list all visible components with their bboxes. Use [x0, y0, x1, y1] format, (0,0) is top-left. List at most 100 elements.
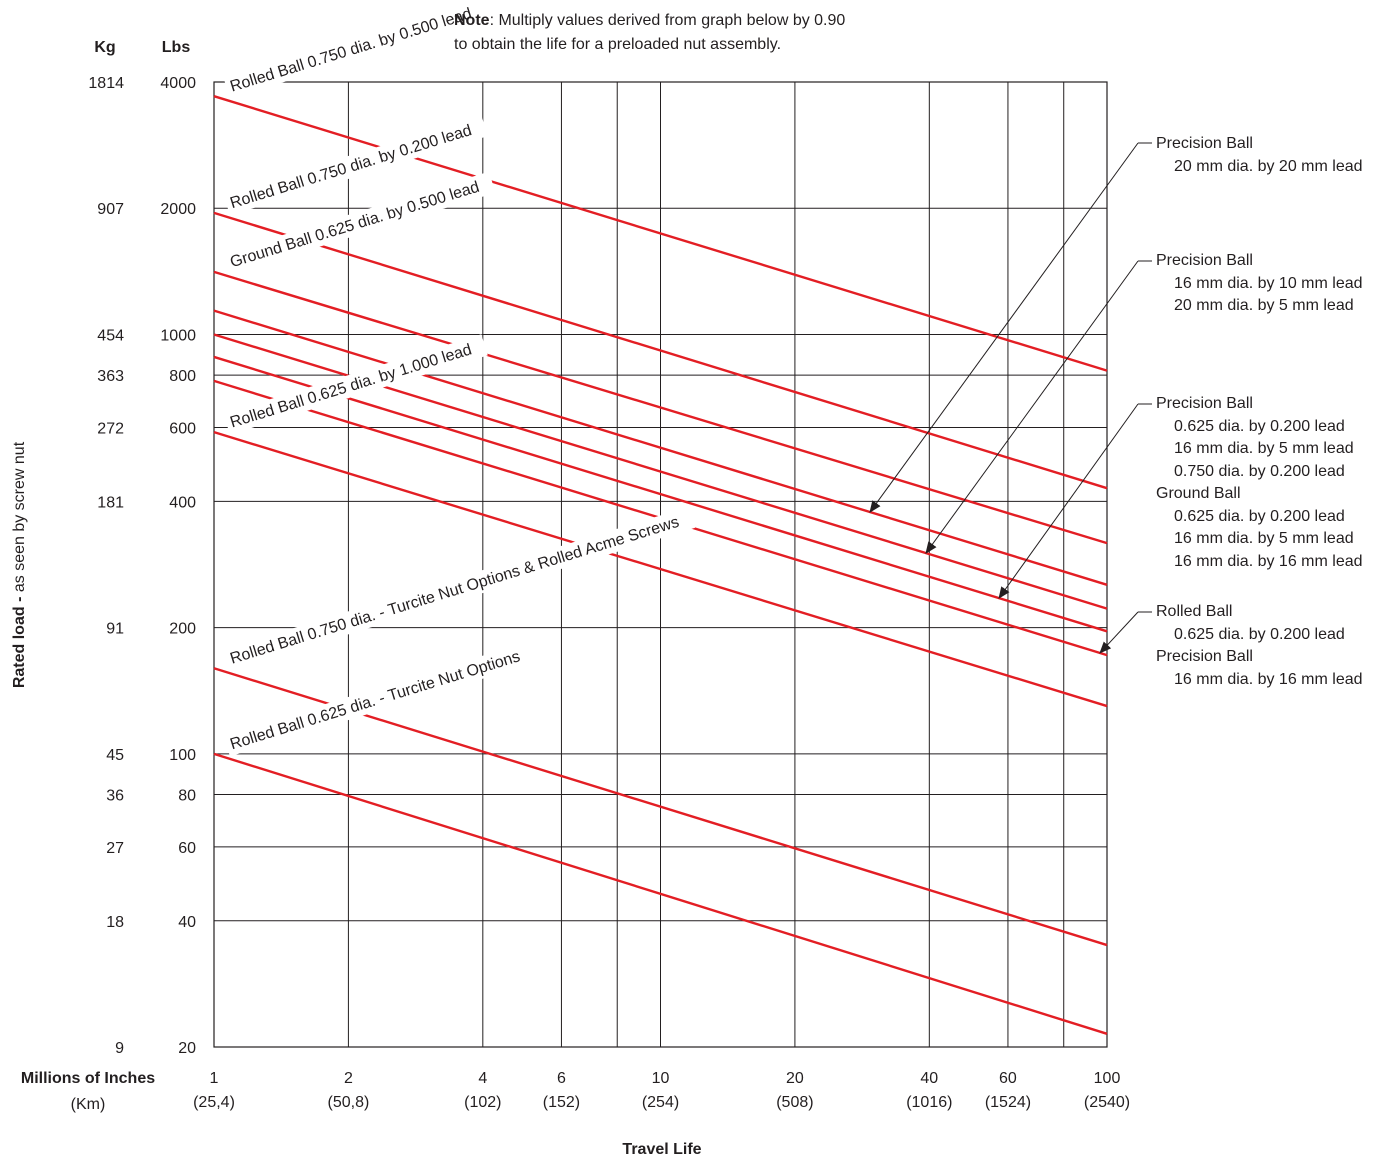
callout-group-3: Precision Ball 0.625 dia. by 0.200 lead 16…: [1156, 393, 1363, 573]
callout-line: 20 mm dia. by 20 mm lead: [1174, 157, 1363, 175]
series-label-text: Rolled Ball 0.625 dia. - Turcite Nut Opt…: [228, 648, 522, 753]
callout-line: 16 mm dia. by 10 mm lead: [1174, 274, 1363, 292]
x-tick-label: 100: [1094, 1070, 1121, 1087]
callout-line: 16 mm dia. by 5 mm lead: [1174, 440, 1354, 457]
series-line-6: [213, 355, 1108, 633]
note: Note: Multiply values derived from graph…: [454, 9, 845, 57]
callout-line: 0.625 dia. by 0.200 lead: [1174, 507, 1345, 525]
x-row-sublabel: (Km): [71, 1096, 106, 1113]
callout-group-4: Rolled Ball 0.625 dia. by 0.200 lead Preci…: [1156, 601, 1363, 691]
callout-line: 16 mm dia. by 5 mm lead: [1174, 530, 1354, 547]
callout-line: Ground Ball: [1156, 485, 1241, 502]
series-label-bg: [223, 506, 696, 671]
y-tick-lbs: 80: [178, 788, 196, 805]
series-line-1: [213, 95, 1108, 372]
callout-line: 20 mm dia. by 5 mm lead: [1174, 297, 1354, 314]
series-label-bg: [223, 171, 496, 275]
callout-group-1: Precision Ball 20 mm dia. by 20 mm lead: [1156, 133, 1363, 178]
series-label-1: Rolled Ball 0.750 dia. by 0.500 lead: [223, 0, 488, 99]
x-tick-label: 40: [920, 1070, 938, 1087]
y-tick-lbs: 1000: [160, 327, 196, 344]
series-line-3: [213, 270, 1108, 545]
y-tick-kg: 45: [106, 747, 124, 764]
plot-frame: [213, 81, 1108, 1048]
callout-line: Precision Ball: [1156, 252, 1253, 269]
callout-line: 0.750 dia. by 0.200 lead: [1174, 462, 1345, 480]
callout-group-2: Precision Ball 16 mm dia. by 10 mm lead 20…: [1156, 250, 1363, 318]
x-tick-km: (1524): [985, 1094, 1031, 1111]
x-tick-km: (102): [464, 1094, 501, 1111]
x-tick-km: (2540): [1084, 1094, 1130, 1111]
x-tick-km: (254): [642, 1094, 679, 1111]
lbs-header: Lbs: [162, 39, 191, 56]
y-tick-kg: 1814: [88, 75, 124, 92]
y-tick-kg: 454: [97, 327, 124, 344]
x-tick-label: 20: [786, 1070, 804, 1087]
y-axis-title-bold: Rated load -: [11, 592, 28, 688]
series-label-text: Rolled Ball 0.750 dia. - Turcite Nut Opt…: [228, 514, 681, 668]
tick-labels: 4000181420009071000454800363600272400181…: [88, 75, 1130, 1111]
x-tick-km: (50,8): [328, 1094, 370, 1111]
series-line-4: [213, 309, 1108, 586]
y-tick-lbs: 600: [169, 421, 196, 438]
y-axis-title-rest: as seen by screw nut: [11, 441, 28, 592]
callout-arrow-2: [925, 260, 1139, 554]
callout-line: Precision Ball: [1156, 135, 1253, 152]
y-tick-lbs: 800: [169, 368, 196, 385]
callout-line: Precision Ball: [1156, 395, 1253, 412]
callout-arrow-1: [869, 142, 1139, 513]
callout-line: Rolled Ball: [1156, 603, 1233, 620]
y-tick-lbs: 60: [178, 840, 196, 857]
x-tick-km: (25,4): [193, 1094, 235, 1111]
series-label-bg: [223, 115, 488, 216]
y-tick-kg: 91: [106, 621, 124, 638]
kg-header: Kg: [94, 39, 115, 56]
x-tick-label: 4: [478, 1070, 487, 1087]
series-line-8: [213, 430, 1108, 708]
x-tick-label: 10: [652, 1070, 670, 1087]
series-label-bg: [223, 0, 488, 99]
y-axis-title: Rated load - as seen by screw nut: [11, 441, 28, 688]
x-axis-title: Travel Life: [622, 1141, 701, 1156]
series-labels: Rolled Ball 0.750 dia. by 0.500 lead Roll…: [223, 0, 696, 757]
x-tick-label: 60: [999, 1070, 1017, 1087]
x-tick-label: 1: [210, 1070, 219, 1087]
y-tick-lbs: 200: [169, 621, 196, 638]
series-line-2: [213, 211, 1108, 490]
y-tick-lbs: 400: [169, 494, 196, 511]
callout-line: 16 mm dia. by 16 mm lead: [1174, 552, 1363, 570]
callout-arrow-3: [998, 403, 1139, 599]
note-line-1: Note: Multiply values derived from graph…: [454, 9, 845, 33]
y-tick-lbs: 100: [169, 747, 196, 764]
x-tick-label: 6: [557, 1070, 566, 1087]
callout-arrows: [869, 142, 1152, 654]
series-label-9: Rolled Ball 0.750 dia. - Turcite Nut Opt…: [223, 506, 696, 671]
y-tick-lbs: 4000: [160, 75, 196, 92]
x-tick-label: 2: [344, 1070, 353, 1087]
grid: [213, 81, 1108, 1048]
y-tick-lbs: 2000: [160, 201, 196, 218]
y-tick-kg: 27: [106, 840, 124, 857]
series-label-10: Rolled Ball 0.625 dia. - Turcite Nut Opt…: [223, 641, 537, 757]
x-row-label: Millions of Inches: [21, 1070, 155, 1087]
series-label-bg: [223, 641, 537, 757]
callout-line: 0.625 dia. by 0.200 lead: [1174, 417, 1345, 435]
note-text-1: : Multiply values derived from graph bel…: [489, 12, 846, 29]
y-tick-kg: 9: [115, 1040, 124, 1057]
x-tick-km: (508): [776, 1094, 813, 1111]
y-tick-kg: 907: [97, 201, 124, 218]
y-tick-kg: 181: [97, 494, 124, 511]
note-line-2: to obtain the life for a preloaded nut a…: [454, 36, 782, 53]
callout-arrow-4: [1099, 611, 1139, 654]
y-tick-kg: 272: [97, 421, 124, 438]
series-label-bg: [223, 334, 488, 435]
note-label: Note: [454, 12, 490, 29]
y-tick-lbs: 40: [178, 914, 196, 931]
callout-line: 16 mm dia. by 16 mm lead: [1174, 670, 1363, 688]
y-tick-kg: 363: [97, 368, 124, 385]
callout-line: Precision Ball: [1156, 648, 1253, 665]
series-line-10: [213, 752, 1108, 1035]
y-tick-kg: 18: [106, 914, 124, 931]
y-tick-lbs: 20: [178, 1040, 196, 1057]
